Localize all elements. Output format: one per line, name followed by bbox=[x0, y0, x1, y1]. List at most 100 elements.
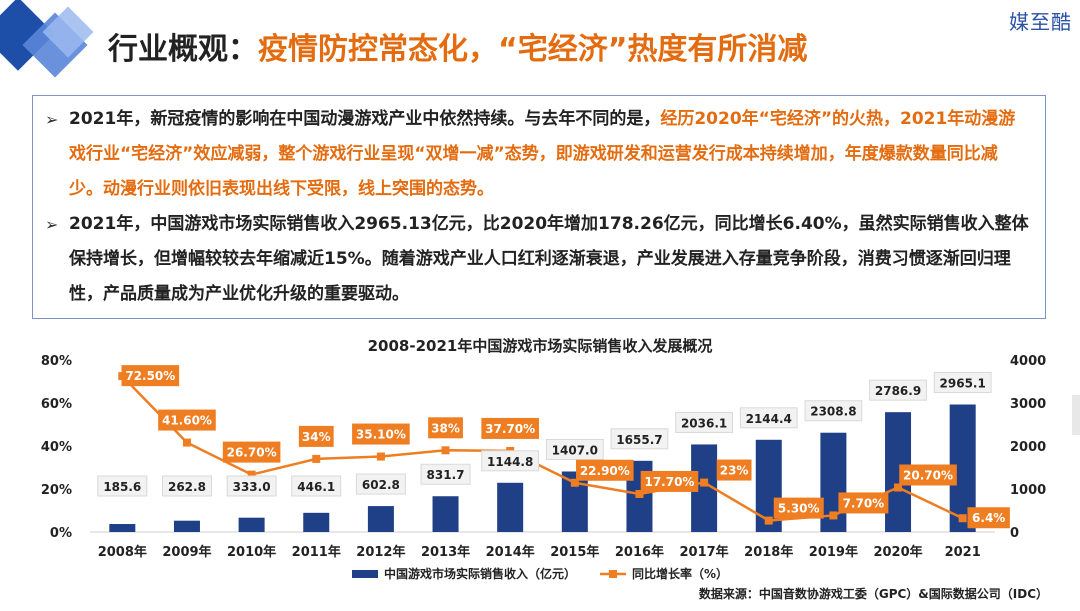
summary-p1-text: 2021年，新冠疫情的影响在中国动漫游戏产业中依然持续。与去年不同的是， bbox=[69, 109, 661, 129]
left-axis-tick-label: 0% bbox=[50, 526, 72, 541]
revenue-data-label: 2786.9 bbox=[875, 384, 921, 398]
revenue-data-label: 333.0 bbox=[233, 480, 271, 494]
x-axis-tick-label: 2011年 bbox=[292, 544, 341, 560]
summary-box: ➢ 2021年，新冠疫情的影响在中国动漫游戏产业中依然持续。与去年不同的是，经历… bbox=[32, 95, 1046, 319]
growth-label-box bbox=[576, 459, 634, 481]
growth-label-box bbox=[716, 459, 752, 481]
revenue-label-box bbox=[610, 428, 669, 450]
growth-label-box bbox=[222, 441, 281, 463]
growth-label-box bbox=[428, 417, 463, 439]
revenue-bar bbox=[109, 524, 136, 532]
growth-label-box bbox=[298, 425, 334, 447]
revenue-bar bbox=[497, 482, 524, 532]
growth-label-box bbox=[481, 417, 539, 439]
x-axis-tick-label: 2021 bbox=[945, 545, 981, 560]
revenue-bar bbox=[432, 496, 459, 532]
growth-rate-marker bbox=[570, 478, 579, 487]
growth-label-box bbox=[838, 492, 889, 514]
growth-rate-marker bbox=[312, 454, 321, 463]
x-axis-tick-label: 2017年 bbox=[680, 544, 729, 560]
revenue-growth-chart: 2008-2021年中国游戏市场实际销售收入发展概况 0% 20% 40% 60% 80… bbox=[41, 337, 1048, 601]
x-axis-tick-label: 2014年 bbox=[486, 544, 535, 560]
growth-data-label: 23% bbox=[720, 464, 749, 478]
x-axis-tick-label: 2016年 bbox=[615, 544, 664, 560]
growth-data-label: 34% bbox=[302, 430, 331, 444]
revenue-data-label: 185.6 bbox=[103, 480, 141, 494]
revenue-data-label: 602.8 bbox=[362, 478, 400, 492]
growth-label-box bbox=[158, 409, 216, 431]
revenue-label-box bbox=[481, 450, 540, 472]
growth-rate-marker bbox=[829, 511, 838, 520]
x-axis-tick-label: 2015年 bbox=[550, 544, 599, 560]
x-axis-tick-label: 2018年 bbox=[744, 544, 793, 560]
revenue-data-label: 2036.1 bbox=[681, 416, 727, 430]
revenue-data-label: 1407.0 bbox=[552, 443, 598, 457]
growth-data-label: 5.30% bbox=[778, 502, 820, 516]
revenue-label-box bbox=[226, 475, 277, 497]
x-axis-tick-label: 2010年 bbox=[227, 544, 276, 560]
source-note: 数据来源：中国音数协游戏工委（GPC）&国际数据公司（IDC） bbox=[699, 586, 1048, 601]
summary-paragraph-1: ➢ 2021年，新冠疫情的影响在中国动漫游戏产业中依然持续。与去年不同的是，经历… bbox=[45, 102, 1031, 207]
revenue-data-label: 2144.4 bbox=[746, 412, 792, 426]
revenue-data-label: 1144.8 bbox=[487, 455, 533, 469]
revenue-label-box bbox=[291, 475, 342, 497]
growth-label-box bbox=[899, 464, 957, 486]
revenue-data-label: 831.7 bbox=[427, 468, 465, 482]
growth-rate-marker bbox=[958, 514, 967, 523]
legend-label-bar: 中国游戏市场实际销售收入（亿元） bbox=[384, 566, 576, 581]
right-axis-tick-label: 2000 bbox=[1010, 440, 1046, 455]
legend-label-line: 同比增长率（%） bbox=[632, 566, 728, 581]
growth-data-label: 37.70% bbox=[485, 422, 535, 436]
revenue-bar bbox=[303, 512, 330, 532]
left-axis-tick-label: 40% bbox=[41, 440, 72, 455]
revenue-label-box bbox=[161, 475, 212, 497]
growth-label-box bbox=[967, 507, 1010, 529]
title-lead: 行业概观： bbox=[108, 32, 258, 67]
revenue-data-label: 2965.1 bbox=[940, 377, 986, 391]
revenue-label-box bbox=[420, 463, 471, 485]
x-axis-tick-label: 2013年 bbox=[421, 544, 470, 560]
right-axis-tick-label: 1000 bbox=[1010, 483, 1046, 498]
title-highlight: 疫情防控常态化，“宅经济”热度有所消减 bbox=[258, 32, 808, 67]
revenue-data-label: 446.1 bbox=[297, 480, 335, 494]
growth-data-label: 35.10% bbox=[356, 428, 406, 442]
growth-data-label: 38% bbox=[431, 421, 460, 435]
growth-rate-marker bbox=[700, 478, 709, 487]
revenue-label-box bbox=[355, 473, 406, 495]
summary-p1-highlight: 经历2020年“宅经济”的火热，2021年动漫游戏行业“宅经济”效应减弱，整个游… bbox=[69, 109, 1016, 199]
revenue-bar bbox=[367, 506, 394, 532]
growth-rate-marker bbox=[441, 446, 450, 455]
growth-rate-marker bbox=[635, 489, 644, 498]
revenue-data-label: 1655.7 bbox=[616, 433, 662, 447]
left-axis-tick-label: 60% bbox=[41, 397, 72, 412]
revenue-bar bbox=[238, 517, 265, 532]
revenue-label-box bbox=[804, 400, 863, 422]
legend-swatch-bar bbox=[352, 570, 378, 578]
growth-data-label: 6.4% bbox=[972, 511, 1005, 525]
revenue-label-box bbox=[869, 379, 927, 401]
growth-data-label: 22.90% bbox=[580, 464, 630, 478]
growth-data-label: 17.70% bbox=[644, 475, 694, 489]
x-axis-tick-label: 2012年 bbox=[356, 544, 405, 560]
revenue-bar bbox=[173, 520, 200, 532]
summary-paragraph-2: ➢ 2021年，中国游戏市场实际销售收入2965.13亿元，比2020年增加17… bbox=[45, 207, 1031, 312]
left-axis-tick-label: 80% bbox=[41, 354, 72, 369]
growth-rate-marker bbox=[894, 483, 903, 492]
revenue-data-label: 262.8 bbox=[168, 480, 206, 494]
revenue-label-box bbox=[675, 411, 734, 433]
x-axis-tick-label: 2009年 bbox=[162, 544, 211, 560]
growth-rate-marker bbox=[247, 470, 256, 479]
growth-data-label: 20.70% bbox=[903, 468, 953, 482]
growth-label-box bbox=[640, 470, 699, 492]
brand-logo-text: 媒至酷 bbox=[1009, 10, 1072, 34]
right-axis-tick-label: 3000 bbox=[1010, 397, 1046, 412]
revenue-label-box bbox=[933, 372, 992, 394]
summary-p2-text: 2021年，中国游戏市场实际销售收入2965.13亿元，比2020年增加178.… bbox=[69, 214, 1029, 304]
growth-label-box bbox=[121, 365, 180, 387]
growth-rate-marker bbox=[376, 452, 385, 461]
x-axis-tick-label: 2008年 bbox=[98, 544, 147, 560]
x-axis-tick-label: 2020年 bbox=[873, 544, 922, 560]
revenue-data-label: 2308.8 bbox=[810, 405, 856, 419]
revenue-label-box bbox=[739, 407, 798, 429]
chart-title: 2008-2021年中国游戏市场实际销售收入发展概况 bbox=[368, 337, 713, 355]
